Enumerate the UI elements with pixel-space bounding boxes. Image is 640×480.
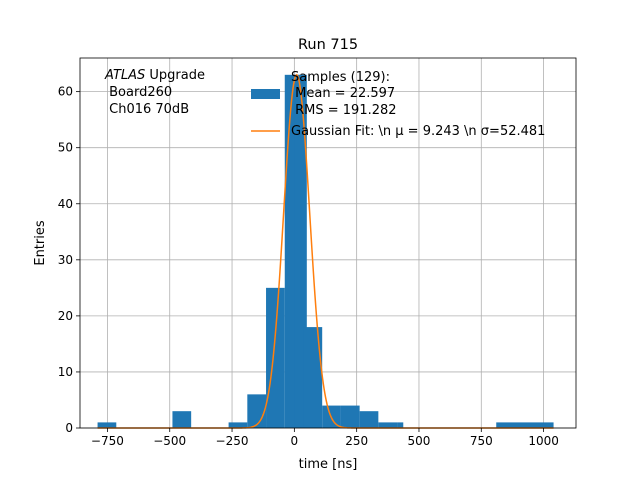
annotation-atlas: ATLAS (104, 68, 145, 83)
x-tick-label: 750 (470, 434, 493, 448)
y-axis-ticks: 0 10 20 30 40 50 60 (58, 85, 80, 435)
x-axis-label: time [ns] (299, 457, 358, 472)
atlas-annotation: ATLAS Upgrade Board260 Ch016 70dB (104, 68, 205, 117)
legend-hist-label-2: Mean = 22.597 (291, 86, 395, 101)
histogram-bar (378, 422, 398, 428)
histogram-bar (397, 422, 404, 428)
y-tick-label: 40 (58, 197, 73, 211)
chart-title: Run 715 (298, 37, 358, 53)
x-tick-label: −750 (91, 434, 124, 448)
y-tick-label: 10 (58, 365, 73, 379)
x-tick-label: 500 (408, 434, 431, 448)
histogram-bar (247, 394, 267, 428)
annotation-upgrade: Upgrade (145, 68, 205, 83)
x-axis-ticks: −750 −500 −250 0 250 500 750 1000 (91, 428, 559, 448)
legend-hist-swatch (251, 89, 280, 99)
legend-fit-label: Gaussian Fit: \n μ = 9.243 \n σ=52.481 (291, 124, 545, 139)
y-tick-label: 50 (58, 141, 73, 155)
legend: Samples (129): Mean = 22.597 RMS = 191.2… (251, 70, 545, 139)
y-tick-label: 20 (58, 309, 73, 323)
histogram-bar (172, 411, 192, 428)
y-tick-label: 30 (58, 253, 73, 267)
legend-hist-label-3: RMS = 191.282 (291, 103, 397, 118)
annotation-line-3: Ch016 70dB (105, 102, 189, 117)
x-tick-label: −250 (216, 434, 249, 448)
histogram-bar (496, 422, 554, 428)
x-tick-label: 1000 (528, 434, 559, 448)
annotation-line-1: ATLAS Upgrade (104, 68, 205, 83)
histogram-bars (97, 74, 554, 429)
x-tick-label: 0 (291, 434, 299, 448)
x-tick-label: 250 (345, 434, 368, 448)
histogram-bar (340, 405, 360, 428)
histogram-bar (359, 411, 379, 428)
histogram-bar (228, 422, 248, 428)
histogram-bar (266, 287, 285, 428)
legend-hist-label-1: Samples (129): (291, 70, 390, 85)
histogram-bar (97, 422, 117, 428)
plot-frame (79, 57, 577, 429)
y-tick-label: 60 (58, 85, 73, 99)
annotation-line-2: Board260 (105, 85, 172, 100)
y-axis-label: Entries (33, 220, 48, 266)
histogram-bar (303, 327, 323, 428)
y-tick-label: 0 (65, 421, 73, 435)
x-tick-label: −500 (153, 434, 186, 448)
